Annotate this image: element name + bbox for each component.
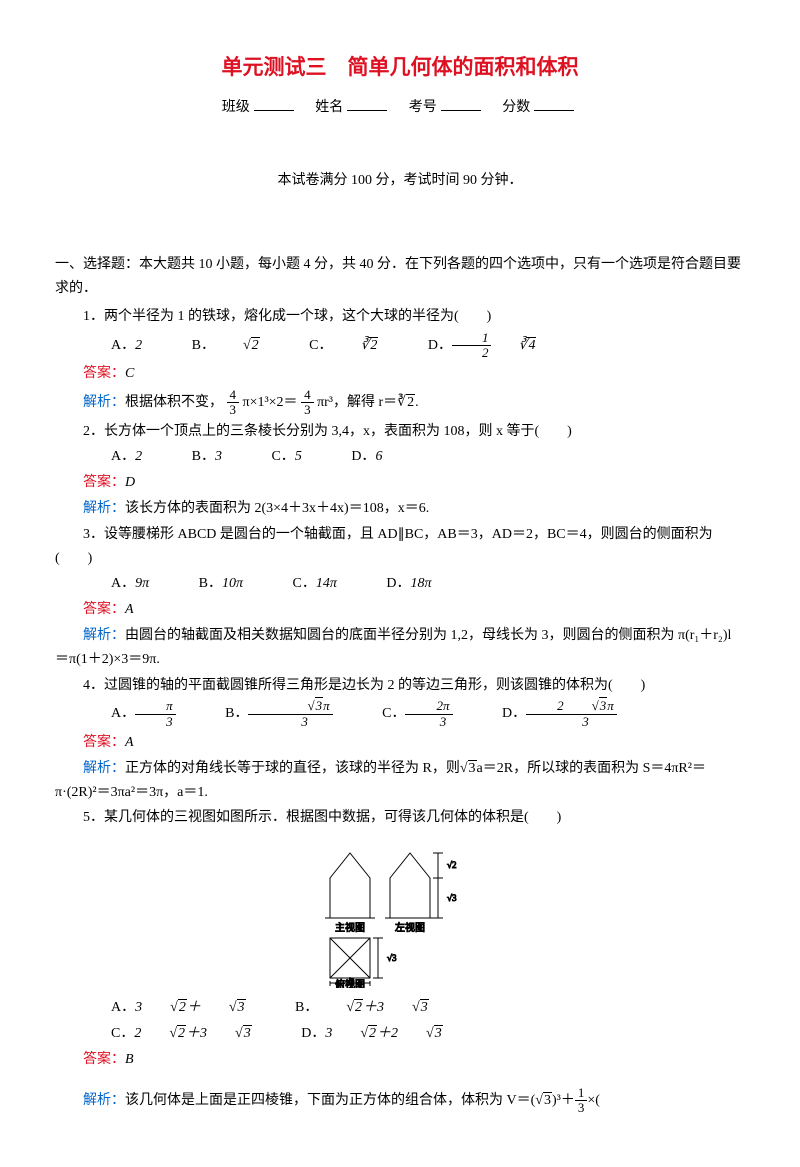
- q2-options: A．2 B．3 C．5 D．6: [55, 445, 745, 469]
- meta-line: 班级 姓名 考号 分数: [55, 96, 745, 120]
- q2-c: 5: [295, 449, 302, 464]
- q3-c: 14π: [316, 576, 337, 591]
- q1-exp-cbrt: 2: [397, 391, 415, 415]
- q1-b-sqrt: 2: [215, 334, 260, 358]
- svg-text:√2: √2: [447, 860, 456, 870]
- q4-exp-sqrt: 3: [460, 757, 477, 781]
- q3-explain: 解析：由圆台的轴截面及相关数据知圆台的底面半径分别为 1,2，母线长为 3，则圆…: [55, 624, 745, 672]
- q2-d: 6: [375, 449, 382, 464]
- q3-options: A．9π B．10π C．14π D．18π: [55, 572, 745, 596]
- q5-options-1: A．32＋3 B．2＋33: [55, 996, 745, 1020]
- blank-score: [534, 110, 574, 111]
- blank-name: [347, 110, 387, 111]
- svg-text:主视图: 主视图: [335, 921, 365, 934]
- q1-d-frac: 12: [452, 331, 491, 361]
- q4-a-frac: π3: [135, 699, 176, 729]
- q3-answer: 答案：A: [55, 598, 745, 622]
- doc-title: 单元测试三 简单几何体的面积和体积: [55, 50, 745, 86]
- q3-a: 9π: [135, 576, 149, 591]
- q1-a: 2: [135, 338, 142, 353]
- q4-d-frac: 23π3: [526, 699, 617, 729]
- q1-answer: 答案：C: [55, 362, 745, 386]
- q1-frac1: 43: [227, 388, 240, 418]
- q2-b: 3: [215, 449, 222, 464]
- q2-a: 2: [135, 449, 142, 464]
- meta-score: 分数: [502, 100, 530, 115]
- q1-options: A．2 B．2 C．2 D．124: [55, 331, 745, 361]
- q3-text: 3．设等腰梯形 ABCD 是圆台的一个轴截面，且 AD∥BC，AB＝3，AD＝2…: [55, 523, 745, 571]
- q4-answer: 答案：A: [55, 731, 745, 755]
- q5-options-2: C．22＋33 D．32＋23: [55, 1022, 745, 1046]
- q4-explain: 解析：正方体的对角线长等于球的直径，该球的半径为 R，则3a＝2R，所以球的表面…: [55, 757, 745, 805]
- q5-text: 5．某几何体的三视图如图所示．根据图中数据，可得该几何体的体积是( ): [55, 806, 745, 830]
- blank-class: [254, 110, 294, 111]
- q5-explain: 解析：该几何体是上面是正四棱锥，下面为正方体的组合体，体积为 V＝(3)³＋13…: [55, 1086, 745, 1116]
- q1-text: 1．两个半径为 1 的铁球，熔化成一个球，这个大球的半径为( ): [55, 305, 745, 329]
- meta-class: 班级: [222, 100, 250, 115]
- q1-d-cbrt: 4: [491, 334, 537, 358]
- q1-c-cbrt: 2: [333, 334, 379, 358]
- q4-text: 4．过圆锥的轴的平面截圆锥所得三角形是边长为 2 的等边三角形，则该圆锥的体积为…: [55, 674, 745, 698]
- q3-b: 10π: [222, 576, 243, 591]
- q2-text: 2．长方体一个顶点上的三条棱长分别为 3,4，x，表面积为 108，则 x 等于…: [55, 420, 745, 444]
- meta-id: 考号: [409, 100, 437, 115]
- section1-intro: 一、选择题：本大题共 10 小题，每小题 4 分，共 40 分．在下列各题的四个…: [55, 253, 745, 301]
- blank-id: [441, 110, 481, 111]
- meta-name: 姓名: [315, 100, 343, 115]
- svg-text:√3: √3: [447, 893, 457, 903]
- q4-c-frac: 2π3: [405, 699, 452, 729]
- q1-explain: 解析：根据体积不变， 43 π×1³×2＝ 43 πr³，解得 r＝2.: [55, 388, 745, 418]
- q4-b-frac: 3π3: [248, 699, 332, 729]
- q1-frac2: 43: [301, 388, 314, 418]
- q5-figure: 主视图 左视图 俯视图 √2 √3 √3 √3: [55, 838, 745, 988]
- svg-text:√3: √3: [346, 977, 354, 986]
- exam-info: 本试卷满分 100 分，考试时间 90 分钟．: [55, 169, 745, 193]
- q5-answer: 答案：B: [55, 1048, 745, 1072]
- q2-explain: 解析：该长方体的表面积为 2(3×4＋3x＋4x)＝108，x＝6.: [55, 497, 745, 521]
- svg-text:左视图: 左视图: [395, 921, 425, 934]
- svg-text:√3: √3: [387, 953, 397, 963]
- q2-answer: 答案：D: [55, 471, 745, 495]
- q3-d: 18π: [410, 576, 431, 591]
- q4-options: A．π3 B．3π3 C．2π3 D．23π3: [55, 699, 745, 729]
